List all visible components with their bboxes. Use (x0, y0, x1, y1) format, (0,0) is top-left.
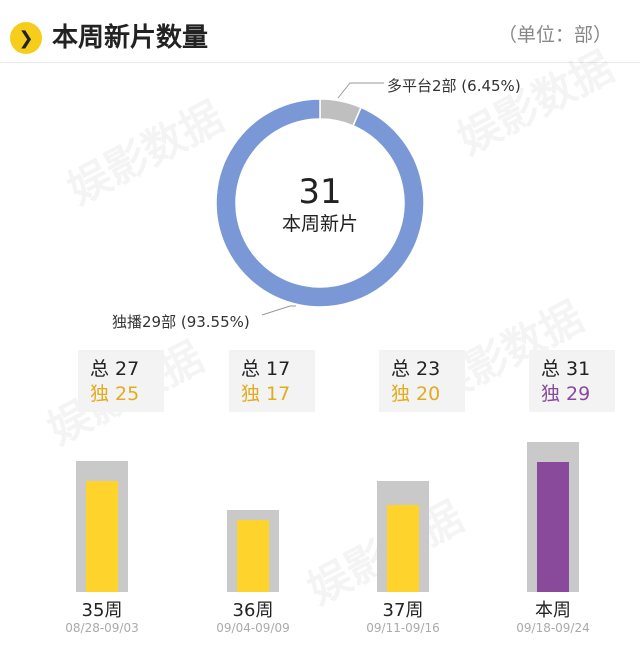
week-label: 35周 (81, 600, 123, 621)
chart-title: 本周新片数量 (52, 23, 209, 53)
bar-exclusive (86, 481, 118, 592)
week-column: 总 23 独 20 37周 09/11-09/16 (366, 350, 523, 661)
chart-header: ❯ 本周新片数量 （单位：部） (0, 0, 640, 78)
exclusive-count: 独 29 (541, 383, 591, 405)
donut-center-number: 31 (298, 172, 342, 212)
week-date-range: 09/04-09/09 (216, 621, 290, 635)
donut-center-caption: 本周新片 (281, 213, 358, 235)
totals-box: 总 17 独 17 (229, 350, 315, 412)
exclusive-count: 独 25 (90, 383, 140, 405)
week-column: 总 17 独 17 36周 09/04-09/09 (216, 350, 373, 661)
bar-exclusive (237, 520, 269, 592)
week-date-range: 08/28-09/03 (65, 621, 139, 635)
week-column: 总 31 独 29 本周 09/18-09/24 (516, 350, 640, 661)
week-label: 本周 (535, 600, 571, 621)
leader-line-multi (337, 82, 384, 99)
bar-exclusive (387, 505, 419, 592)
total-count: 总 23 (391, 358, 441, 380)
slice-label-multi: 多平台2部 (6.45%) (387, 77, 521, 95)
total-count: 总 27 (90, 358, 140, 380)
total-count: 总 17 (241, 358, 291, 380)
exclusive-count: 独 17 (241, 383, 291, 405)
week-label: 36周 (232, 600, 274, 621)
donut-center: 31 本周新片 (240, 172, 400, 236)
total-count: 总 31 (541, 358, 591, 380)
donut-chart (215, 82, 425, 316)
leader-line-exclusive (261, 305, 296, 316)
donut-slice-exclusive (215, 98, 425, 308)
exclusive-count: 独 20 (391, 383, 441, 405)
totals-box: 总 31 独 29 (529, 350, 615, 412)
slice-label-exclusive: 独播29部 (93.55%) (112, 313, 250, 331)
week-label: 37周 (382, 600, 424, 621)
totals-box: 总 23 独 20 (379, 350, 465, 412)
bar-exclusive (537, 462, 569, 592)
totals-box: 总 27 独 25 (78, 350, 164, 412)
week-column: 总 27 独 25 35周 08/28-09/03 (65, 350, 222, 661)
header-divider (0, 62, 640, 63)
unit-label: （单位：部） (497, 24, 612, 46)
chevron-right-icon: ❯ (10, 22, 42, 54)
week-date-range: 09/18-09/24 (516, 621, 590, 635)
week-date-range: 09/11-09/16 (366, 621, 440, 635)
